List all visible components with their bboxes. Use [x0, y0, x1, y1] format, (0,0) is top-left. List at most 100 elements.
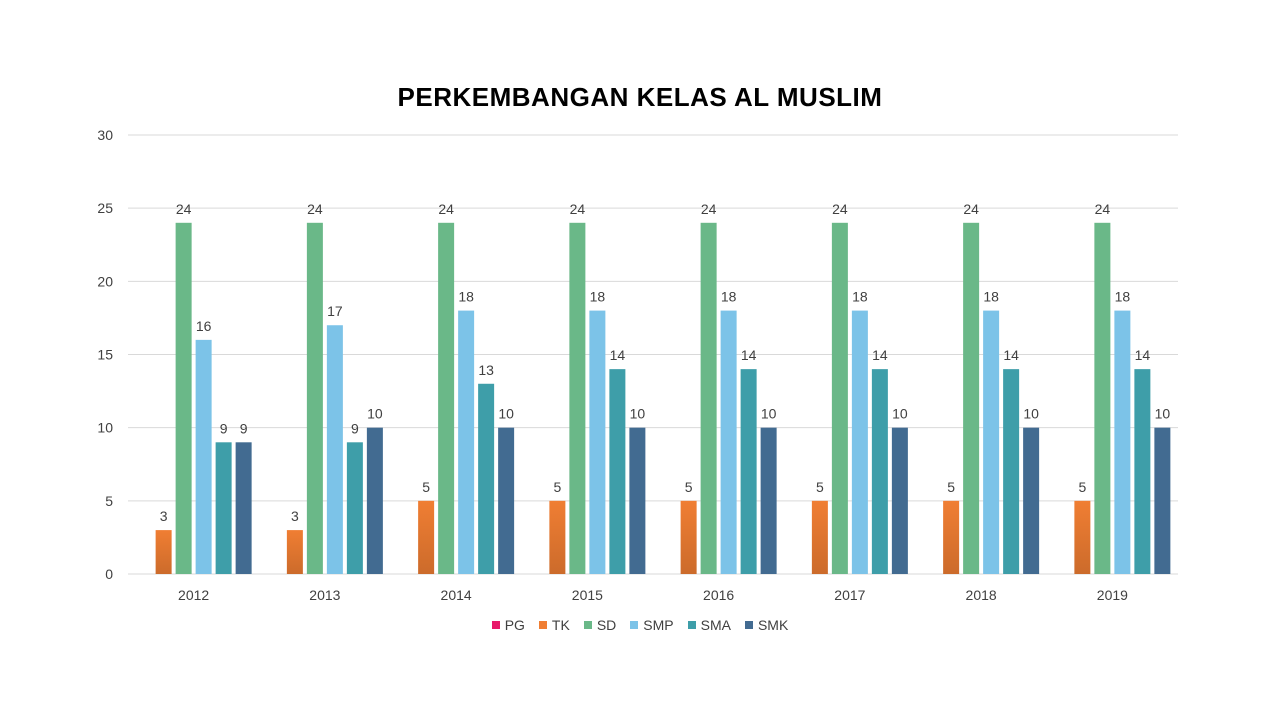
- data-label: 24: [1095, 201, 1111, 217]
- data-label: 18: [852, 289, 868, 305]
- x-axis-ticks: 2012 2013 2014 2015 2016 2017 2018 2019: [178, 587, 1128, 603]
- bar-tk-2016: [680, 500, 697, 574]
- data-label: 5: [1078, 479, 1086, 495]
- data-label: 10: [892, 406, 908, 422]
- bar-sma-2012: [215, 442, 232, 574]
- data-label: 18: [458, 289, 474, 305]
- data-label: 5: [816, 479, 824, 495]
- bar-smk-2017: [891, 427, 908, 574]
- legend: PG TK SD SMP SMA SMK: [0, 617, 1280, 633]
- data-label: 13: [478, 362, 494, 378]
- bar-smp-2018: [983, 310, 1000, 574]
- bar-sma-2015: [609, 369, 626, 574]
- bar-smp-2017: [851, 310, 868, 574]
- y-tick-label: 10: [97, 420, 113, 436]
- bar-sma-2018: [1003, 369, 1020, 574]
- data-label: 24: [176, 201, 192, 217]
- data-label: 24: [963, 201, 979, 217]
- bar-smk-2018: [1023, 427, 1040, 574]
- legend-item: SMK: [744, 617, 789, 633]
- legend-swatch: [744, 621, 753, 629]
- bar-smp-2016: [720, 310, 737, 574]
- bar-smk-2019: [1154, 427, 1171, 574]
- legend-item: SMA: [687, 617, 731, 633]
- bar-smp-2015: [589, 310, 606, 574]
- data-label: 24: [307, 201, 323, 217]
- y-tick-label: 20: [97, 273, 113, 289]
- legend-swatch: [630, 621, 639, 629]
- bar-tk-2015: [549, 500, 566, 574]
- data-label: 10: [498, 406, 514, 422]
- x-tick-label: 2012: [178, 587, 209, 603]
- legend-swatch: [491, 621, 500, 629]
- x-tick-label: 2019: [1097, 587, 1128, 603]
- bar-smk-2016: [760, 427, 777, 574]
- x-tick-label: 2013: [309, 587, 340, 603]
- data-label: 9: [351, 420, 359, 436]
- data-label: 5: [947, 479, 955, 495]
- legend-label: PG: [504, 617, 525, 633]
- x-tick-label: 2014: [441, 587, 472, 603]
- data-label: 5: [553, 479, 561, 495]
- legend-swatch: [538, 621, 547, 629]
- legend-label: SMA: [700, 617, 731, 633]
- bar-smp-2014: [458, 310, 475, 574]
- bar-smp-2012: [195, 339, 212, 574]
- data-label: 14: [872, 347, 888, 363]
- bar-sd-2015: [569, 222, 586, 575]
- bar-sd-2012: [175, 222, 192, 575]
- bar-tk-2012: [155, 530, 172, 574]
- legend-label: SMK: [757, 617, 789, 633]
- legend-item: SD: [583, 617, 617, 633]
- data-label: 18: [590, 289, 606, 305]
- data-label: 14: [1003, 347, 1019, 363]
- bar-tk-2017: [811, 500, 828, 574]
- data-label: 18: [721, 289, 737, 305]
- gridlines: [128, 134, 1178, 575]
- y-tick-label: 15: [97, 347, 113, 363]
- bar-smk-2015: [629, 427, 646, 574]
- data-label: 10: [1155, 406, 1171, 422]
- bar-sd-2016: [700, 222, 717, 575]
- data-label: 24: [438, 201, 454, 217]
- bar-sma-2016: [740, 369, 757, 574]
- bar-tk-2014: [418, 500, 435, 574]
- data-label: 18: [1115, 289, 1131, 305]
- bar-sma-2013: [346, 442, 363, 574]
- data-label: 18: [983, 289, 999, 305]
- y-tick-label: 30: [97, 127, 113, 143]
- y-axis-ticks: 0 5 10 15 20 25 30: [97, 127, 113, 582]
- x-tick-label: 2018: [966, 587, 997, 603]
- chart-title: PERKEMBANGAN KELAS AL MUSLIM: [397, 82, 883, 112]
- bar-sma-2019: [1134, 369, 1151, 574]
- x-tick-label: 2015: [572, 587, 603, 603]
- bar-smp-2013: [326, 325, 343, 574]
- data-label: 14: [610, 347, 626, 363]
- data-label: 14: [1135, 347, 1151, 363]
- bar-tk-2018: [943, 500, 960, 574]
- data-label: 3: [291, 508, 299, 524]
- legend-label: SMP: [643, 617, 674, 633]
- data-label: 5: [422, 479, 430, 495]
- data-label: 10: [761, 406, 777, 422]
- legend-item: PG: [491, 617, 525, 633]
- legend-label: SD: [596, 617, 617, 633]
- legend-label: TK: [551, 617, 570, 633]
- x-tick-label: 2017: [834, 587, 865, 603]
- bar-sma-2017: [871, 369, 888, 574]
- bar-tk-2019: [1074, 500, 1091, 574]
- bar-tk-2013: [286, 530, 303, 574]
- x-tick-label: 2016: [703, 587, 734, 603]
- data-label: 10: [367, 406, 383, 422]
- bar-sd-2019: [1094, 222, 1111, 575]
- y-tick-label: 0: [105, 566, 113, 582]
- data-label: 16: [196, 318, 212, 334]
- bar-sd-2013: [306, 222, 323, 575]
- y-tick-label: 5: [105, 493, 113, 509]
- bars: [155, 222, 1171, 575]
- y-tick-label: 25: [97, 200, 113, 216]
- data-label: 24: [832, 201, 848, 217]
- data-label: 10: [630, 406, 646, 422]
- bar-sd-2014: [438, 222, 455, 575]
